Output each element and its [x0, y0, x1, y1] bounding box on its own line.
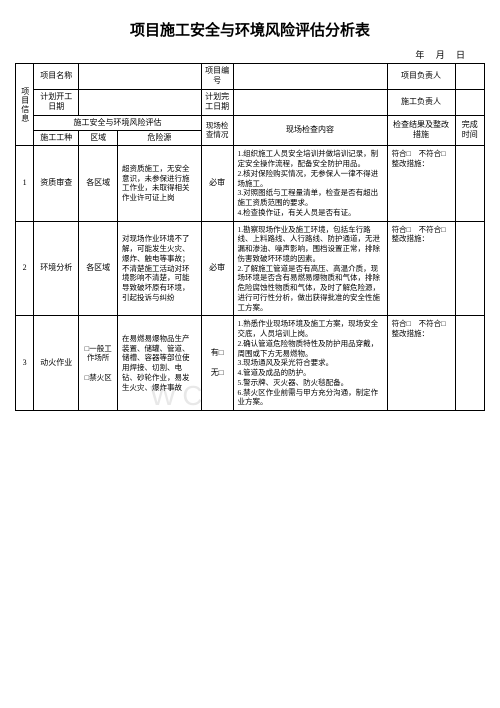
header-row-1: 项目信息 项目名称 项目编号 项目负责人 [16, 64, 485, 90]
row-content: 1.熟悉作业现场环境及施工方案，现场安全交底，人员培训上岗。 2.确认管道危险物… [233, 316, 387, 411]
project-name-value [79, 64, 201, 90]
site-content-label: 现场检查内容 [233, 115, 387, 146]
row-work-type: 动火作业 [34, 316, 79, 411]
project-no-value [233, 64, 387, 90]
table-row: 2 环境分析 各区域 对现场作业环境不了解，可能发生火灾、爆炸、触电等事故；不清… [16, 221, 485, 316]
row-finish [455, 316, 484, 411]
project-no-label: 项目编号 [201, 64, 233, 90]
plan-start-value [79, 89, 201, 115]
row-hazard: 在易燃易爆物品生产装置、储罐、管道、储槽、容器等部位使用焊接、切割、电钻、砂轮作… [117, 316, 201, 411]
row-hazard: 超资质施工，无安全意识，未参保进行施工作业，未取得相关作业许可证上岗 [117, 146, 201, 221]
hazard-label: 危险源 [117, 130, 201, 145]
row-finish [455, 221, 484, 316]
row-result: 符合□ 不符合□ 整改措施： [387, 146, 455, 221]
project-mgr-label: 项目负责人 [387, 64, 455, 90]
row-area: □一般工作场所 □禁火区 [79, 316, 118, 411]
row-work-type: 环境分析 [34, 221, 79, 316]
project-name-label: 项目名称 [34, 64, 79, 90]
row-high-risk: 必审 [201, 221, 233, 316]
table-row: 3 动火作业 □一般工作场所 □禁火区 在易燃易爆物品生产装置、储罐、管道、储槽… [16, 316, 485, 411]
row-high-risk: 有□ 无□ [201, 316, 233, 411]
plan-end-label: 计划完工日期 [201, 89, 233, 115]
date-day: 日 [456, 50, 465, 60]
date-year: 年 [415, 50, 424, 60]
page-title: 项目施工安全与环境风险评估分析表 [15, 19, 485, 40]
constr-mgr-label: 施工负责人 [387, 89, 455, 115]
assess-label: 施工安全与环境风险评估 [34, 115, 202, 130]
row-area: 各区域 [79, 221, 118, 316]
row-no: 1 [16, 146, 34, 221]
row-content: 1.勘察现场作业及施工环境，包括车行路线、上料路线、人行路线、防护通道，无泄漏和… [233, 221, 387, 316]
plan-end-value [233, 89, 387, 115]
row-hazard: 对现场作业环境不了解，可能发生火灾、爆炸、触电等事故；不清楚施工活动对环境影响不… [117, 221, 201, 316]
row-area: 各区域 [79, 146, 118, 221]
work-type-label: 施工工种 [34, 130, 79, 145]
row-no: 2 [16, 221, 34, 316]
date-month: 月 [436, 50, 445, 60]
row-work-type: 资质审查 [34, 146, 79, 221]
header-row-2: 计划开工日期 计划完工日期 施工负责人 [16, 89, 485, 115]
row-result: 符合□ 不符合□ 整改措施： [387, 221, 455, 316]
date-row: 年 月 日 [15, 48, 485, 61]
project-mgr-value [455, 64, 484, 90]
result-label: 检查结果及整改措施 [387, 115, 455, 146]
finish-label: 完成时间 [455, 115, 484, 146]
row-high-risk: 必审 [201, 146, 233, 221]
area-label: 区域 [79, 130, 118, 145]
assessment-table: 项目信息 项目名称 项目编号 项目负责人 计划开工日期 计划完工日期 施工负责人… [15, 63, 485, 411]
row-result: 符合□ 不符合□ 整改措施： [387, 316, 455, 411]
plan-start-label: 计划开工日期 [34, 89, 79, 115]
site-check-label: 现场检查情况 [201, 115, 233, 146]
row-content: 1.组织施工人员安全培训并做培训记录，制定安全操作流程，配备安全防护用品。 2.… [233, 146, 387, 221]
side-label: 项目信息 [16, 64, 34, 146]
row-no: 3 [16, 316, 34, 411]
header-row-3: 施工安全与环境风险评估 现场检查情况 现场检查内容 检查结果及整改措施 完成时间 [16, 115, 485, 130]
table-row: 1 资质审查 各区域 超资质施工，无安全意识，未参保进行施工作业，未取得相关作业… [16, 146, 485, 221]
constr-mgr-value [455, 89, 484, 115]
row-finish [455, 146, 484, 221]
